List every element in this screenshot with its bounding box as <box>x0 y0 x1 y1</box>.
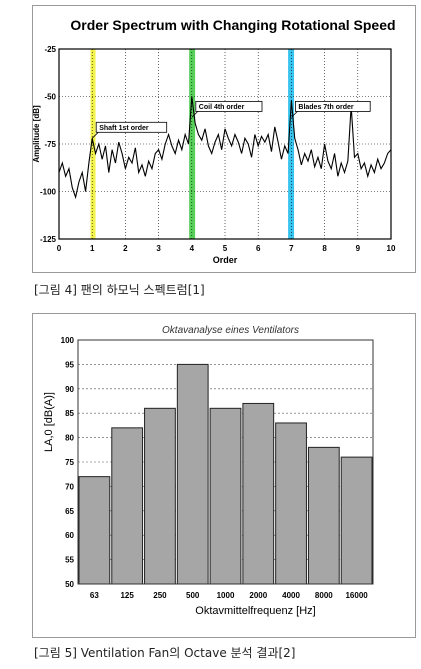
y-tick-label: 70 <box>65 482 74 491</box>
y-tick-label: 60 <box>65 531 74 540</box>
x-tick-label: 9 <box>356 244 361 253</box>
bar-500 <box>176 363 209 585</box>
highlight-band-2 <box>189 49 196 239</box>
annotation-leader-2 <box>191 111 199 118</box>
y-tick-label: 100 <box>61 336 75 345</box>
bar-63 <box>78 476 111 585</box>
y-axis-label: LA,0 [dB(A)] <box>43 392 55 452</box>
bar-4000 <box>275 422 307 585</box>
y-tick-label: -25 <box>44 45 56 54</box>
y-axis-label: Amplitude [dB] <box>32 105 41 163</box>
x-tick-label: 2 <box>123 244 128 253</box>
x-tick-label: 10 <box>387 244 396 253</box>
y-tick-label: 55 <box>65 556 74 565</box>
annotation-leader-1 <box>91 132 99 139</box>
bar-8000 <box>307 446 340 585</box>
y-tick-label: 95 <box>65 360 74 369</box>
annotation-box-1 <box>95 121 168 133</box>
x-axis-label: Order <box>213 255 238 265</box>
bar-2000 <box>242 402 275 585</box>
annotation-box-2 <box>195 101 263 112</box>
x-tick-label: 3 <box>156 244 161 253</box>
x-tick-label: 125 <box>120 591 134 600</box>
x-axis-label: Oktavmittelfrequenz [Hz] <box>195 605 315 617</box>
x-tick-label: 5 <box>223 244 228 253</box>
x-tick-label: 500 <box>186 591 200 600</box>
x-tick-label: 16000 <box>345 591 368 600</box>
spectrum-line <box>58 96 392 200</box>
x-tick-label: 250 <box>153 591 167 600</box>
x-tick-label: 8000 <box>315 591 333 600</box>
figure-5-caption: [그림 5] Ventilation Fan의 Octave 분석 결과[2] <box>34 646 296 660</box>
y-tick-label: 65 <box>65 507 74 516</box>
y-tick-label: 75 <box>65 458 74 467</box>
y-tick-label: 90 <box>65 385 74 394</box>
annotation-label-3: Blades 7th order <box>298 104 354 111</box>
y-tick-label: 85 <box>65 409 74 418</box>
octave-bar-chart: Oktavanalyse eines Ventilators 50 55 60 65 70… <box>43 325 374 617</box>
order-spectrum-chart: Order Spectrum with Changing Rotational … <box>32 17 396 265</box>
y-tick-label: 50 <box>65 580 74 589</box>
chart-title: Order Spectrum with Changing Rotational … <box>70 17 395 33</box>
x-tick-label: 1 <box>90 244 95 253</box>
chart-title: Oktavanalyse eines Ventilators <box>162 325 299 336</box>
x-tick-label: 6 <box>256 244 261 253</box>
figure-4-caption: [그림 4] 팬의 하모닉 스펙트럼[1] <box>34 283 205 297</box>
x-tick-label: 2000 <box>249 591 267 600</box>
x-tick-label: 7 <box>289 244 294 253</box>
bar-1000 <box>209 407 242 585</box>
bar-250 <box>144 407 176 585</box>
octave-analysis-panel: Oktavanalyse eines Ventilators 50 55 60 65 70… <box>32 313 416 638</box>
order-spectrum-panel: Order Spectrum with Changing Rotational … <box>32 5 416 273</box>
x-tick-label: 0 <box>57 244 62 253</box>
annotation-leader-3 <box>291 111 298 118</box>
y-tick-label: 80 <box>65 434 74 443</box>
x-tick-label: 8 <box>322 244 327 253</box>
highlight-band-3 <box>288 49 295 239</box>
y-tick-label: -125 <box>40 235 57 244</box>
bar-125 <box>111 427 144 585</box>
y-tick-label: -75 <box>44 140 56 149</box>
x-tick-label: 4 <box>190 244 195 253</box>
x-tick-label: 1000 <box>217 591 235 600</box>
plot-frame <box>58 48 392 240</box>
annotation-label-2: Coil 4th order <box>199 104 245 111</box>
annotation-box-3 <box>294 101 371 112</box>
x-tick-label: 63 <box>90 591 99 600</box>
plot-frame <box>77 339 374 585</box>
y-tick-label: -100 <box>40 188 57 197</box>
x-tick-label: 4000 <box>282 591 300 600</box>
bar-16000 <box>340 456 373 585</box>
y-tick-label: -50 <box>44 93 56 102</box>
annotation-label-1: Shaft 1st order <box>99 125 149 132</box>
